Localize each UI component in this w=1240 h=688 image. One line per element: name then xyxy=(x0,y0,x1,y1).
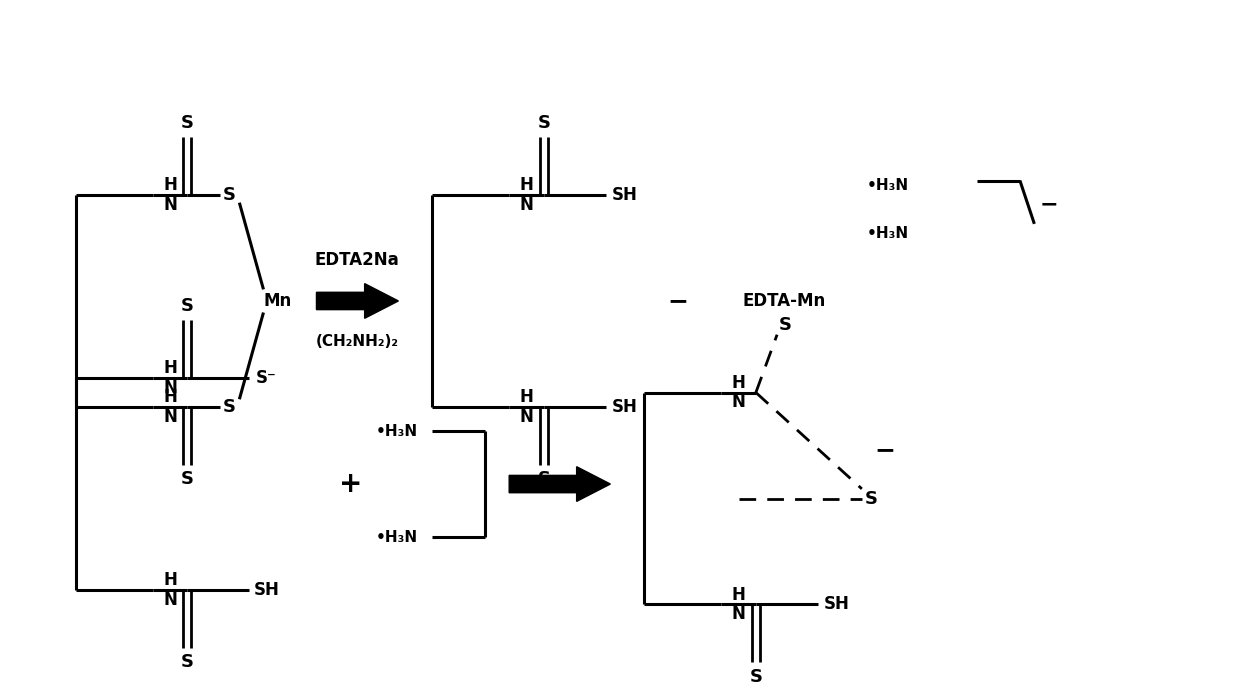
Text: H: H xyxy=(732,586,745,604)
Text: N: N xyxy=(162,407,177,426)
Text: H: H xyxy=(162,176,177,194)
Text: H: H xyxy=(162,359,177,378)
Text: −: − xyxy=(874,438,895,462)
Text: S: S xyxy=(181,470,193,488)
Text: S: S xyxy=(181,114,193,131)
Text: •H₃N: •H₃N xyxy=(376,424,418,438)
Text: (CH₂NH₂)₂: (CH₂NH₂)₂ xyxy=(315,334,398,349)
Text: SH: SH xyxy=(611,186,637,204)
Text: •H₃N: •H₃N xyxy=(867,178,909,193)
Text: S: S xyxy=(866,489,878,508)
Text: S: S xyxy=(779,316,791,334)
Text: H: H xyxy=(520,388,533,407)
Text: SH: SH xyxy=(611,398,637,416)
Text: N: N xyxy=(162,378,177,397)
Text: H: H xyxy=(520,176,533,194)
Text: +: + xyxy=(339,470,362,498)
Text: N: N xyxy=(162,591,177,609)
Text: Mn: Mn xyxy=(264,292,293,310)
Text: N: N xyxy=(732,393,745,411)
Text: −: − xyxy=(1039,195,1058,215)
Text: S: S xyxy=(181,654,193,671)
Text: S: S xyxy=(223,186,237,204)
Text: •H₃N: •H₃N xyxy=(376,530,418,544)
Text: N: N xyxy=(520,407,533,426)
Text: S: S xyxy=(537,470,551,488)
Text: S⁻: S⁻ xyxy=(255,369,277,387)
Text: H: H xyxy=(162,572,177,590)
Text: S: S xyxy=(181,297,193,315)
Polygon shape xyxy=(510,466,610,502)
Text: S: S xyxy=(223,398,237,416)
Text: N: N xyxy=(162,195,177,213)
Text: −: − xyxy=(667,289,688,313)
Text: EDTA-Mn: EDTA-Mn xyxy=(743,292,826,310)
Text: S: S xyxy=(749,668,763,686)
Text: •H₃N: •H₃N xyxy=(867,226,909,241)
Text: EDTA2Na: EDTA2Na xyxy=(315,252,399,270)
Text: S: S xyxy=(537,114,551,131)
Text: SH: SH xyxy=(823,596,849,614)
Polygon shape xyxy=(316,283,398,319)
Text: H: H xyxy=(162,388,177,407)
Text: N: N xyxy=(520,195,533,213)
Text: N: N xyxy=(732,605,745,623)
Text: H: H xyxy=(732,374,745,392)
Text: SH: SH xyxy=(253,581,279,599)
